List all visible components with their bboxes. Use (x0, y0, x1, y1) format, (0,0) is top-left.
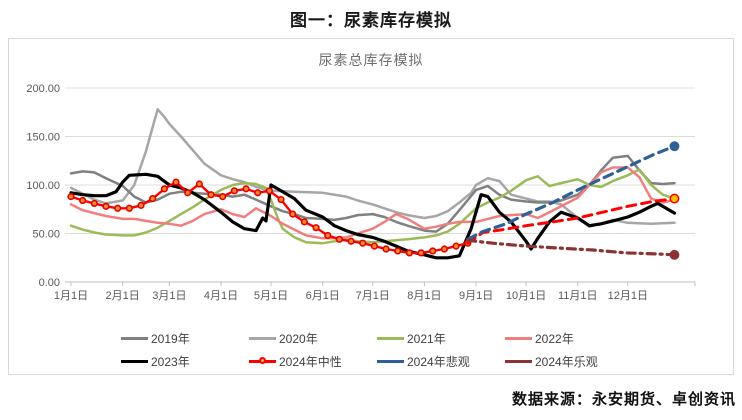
data-source-note: 数据来源：永安期货、卓创资讯 (511, 391, 736, 408)
x-tick-label: 6月1日 (306, 290, 340, 302)
series-marker-2024年中性 (417, 249, 425, 257)
legend-item-2021年: 2021年 (377, 327, 505, 350)
legend-item-2023年: 2023年 (121, 350, 249, 373)
series-marker-2024年中性 (300, 218, 308, 226)
series-marker-2024年中性 (137, 201, 145, 209)
series-line-2020年 (69, 108, 676, 228)
legend-marker-circle (259, 357, 266, 364)
series-marker-2024年中性 (90, 199, 98, 208)
legend-label: 2024年悲观 (407, 355, 470, 369)
x-tick-label: 2月1日 (106, 290, 140, 302)
y-tick-label: 100.00 (26, 180, 60, 192)
series-end-dot-2024年悲观 (669, 141, 680, 152)
series-marker-2024年中性 (429, 247, 437, 255)
y-tick-label: 50.00 (32, 229, 60, 241)
y-tick-label: 150.00 (26, 132, 60, 144)
legend-label: 2021年 (407, 332, 446, 346)
series-marker-2024年中性 (370, 242, 378, 250)
x-tick-label: 5月1日 (254, 290, 288, 302)
x-tick-label: 11月1日 (558, 290, 598, 302)
series-line-2024年中性预测 (466, 197, 676, 245)
series-marker-2024年中性 (67, 193, 75, 201)
legend-item-2019年: 2019年 (121, 327, 249, 350)
legend-item-2020年: 2020年 (249, 327, 377, 350)
series-end-dot-2024年中性预测 (669, 193, 680, 204)
legend-swatch (377, 337, 404, 340)
legend-swatch (377, 360, 404, 363)
series-marker-2024年中性 (347, 237, 355, 245)
x-tick-label: 1月1日 (54, 290, 88, 302)
legend-label: 2023年 (151, 355, 190, 369)
series-marker-2024年中性 (79, 196, 87, 205)
legend-label: 2019年 (151, 332, 190, 346)
series-marker-2024年中性 (335, 235, 343, 243)
legend-item-2024年中性: 2024年中性 (249, 350, 377, 373)
legend-swatch (505, 360, 532, 363)
series-marker-2024年中性 (219, 193, 227, 201)
legend-label: 2020年 (279, 332, 318, 346)
legend-item-2024年乐观: 2024年乐观 (505, 350, 633, 373)
x-tick-label: 10月1日 (506, 290, 546, 302)
x-tick-label: 7月1日 (356, 290, 390, 302)
series-end-dot-2024年乐观 (669, 249, 680, 260)
series-marker-2024年中性 (382, 245, 390, 253)
series-line-2022年 (69, 166, 676, 240)
series-marker-2024年中性 (452, 242, 460, 250)
series-marker-2024年中性 (125, 204, 133, 212)
legend-label: 2024年乐观 (535, 355, 598, 369)
series-marker-2024年中性 (184, 189, 192, 197)
series-marker-2024年中性 (265, 187, 273, 195)
series-marker-2024年中性 (114, 204, 122, 212)
series-marker-2024年中性 (102, 202, 110, 210)
chart-title: 尿素总库存模拟 (318, 52, 424, 68)
page-title: 图一：尿素库存模拟 (290, 11, 452, 30)
series-marker-2024年中性 (394, 247, 402, 255)
legend-swatch (505, 337, 532, 340)
chart-container: 尿素总库存模拟 0.00 50.00 100.00 150.00 200.00 1月1日 2… (8, 38, 734, 375)
series-marker-2024年中性 (172, 178, 180, 186)
legend-item-2024年悲观: 2024年悲观 (377, 350, 505, 373)
chart-legend: 2019年 2020年 2021年 2022年 2023年 2024年中性 2024年悲观 2… (121, 327, 681, 373)
series-marker-2024年中性 (289, 210, 297, 218)
x-tick-label: 9月1日 (459, 290, 493, 302)
legend-swatch (249, 337, 276, 340)
series-marker-2024年中性 (405, 249, 414, 257)
series-marker-2024年中性 (242, 185, 250, 193)
x-tick-label: 12月1日 (608, 290, 648, 302)
legend-swatch (249, 357, 276, 364)
y-tick-label: 200.00 (26, 83, 60, 95)
legend-label: 2024年中性 (279, 355, 342, 369)
legend-label: 2022年 (535, 332, 574, 346)
series-marker-2024年中性 (440, 245, 449, 253)
series-marker-2024年中性 (207, 191, 215, 199)
y-tick-label: 0.00 (39, 277, 60, 289)
x-tick-label: 4月1日 (204, 290, 238, 302)
series-line-2019年 (69, 154, 676, 233)
x-tick-label: 8月1日 (407, 290, 441, 302)
series-marker-2024年中性 (324, 231, 332, 240)
x-tick-label: 3月1日 (152, 290, 186, 302)
series-marker-2024年中性 (312, 224, 320, 232)
series-marker-2024年中性 (254, 189, 262, 197)
series-marker-2024年中性 (160, 185, 168, 193)
series-marker-2024年中性 (359, 239, 367, 247)
series-line-2024年乐观 (466, 238, 677, 257)
legend-swatch (121, 337, 148, 340)
legend-item-2022年: 2022年 (505, 327, 633, 350)
series-marker-2024年中性 (277, 195, 285, 204)
legend-swatch (121, 360, 148, 363)
series-marker-2024年中性 (230, 187, 238, 195)
series-line-2024年悲观 (466, 144, 677, 241)
chart-plot-area: 0.00 50.00 100.00 150.00 200.00 1月1日 2月1日 3月1日 4… (26, 83, 696, 302)
series-marker-2024年中性 (195, 180, 203, 188)
series-marker-2024年中性 (149, 194, 157, 203)
